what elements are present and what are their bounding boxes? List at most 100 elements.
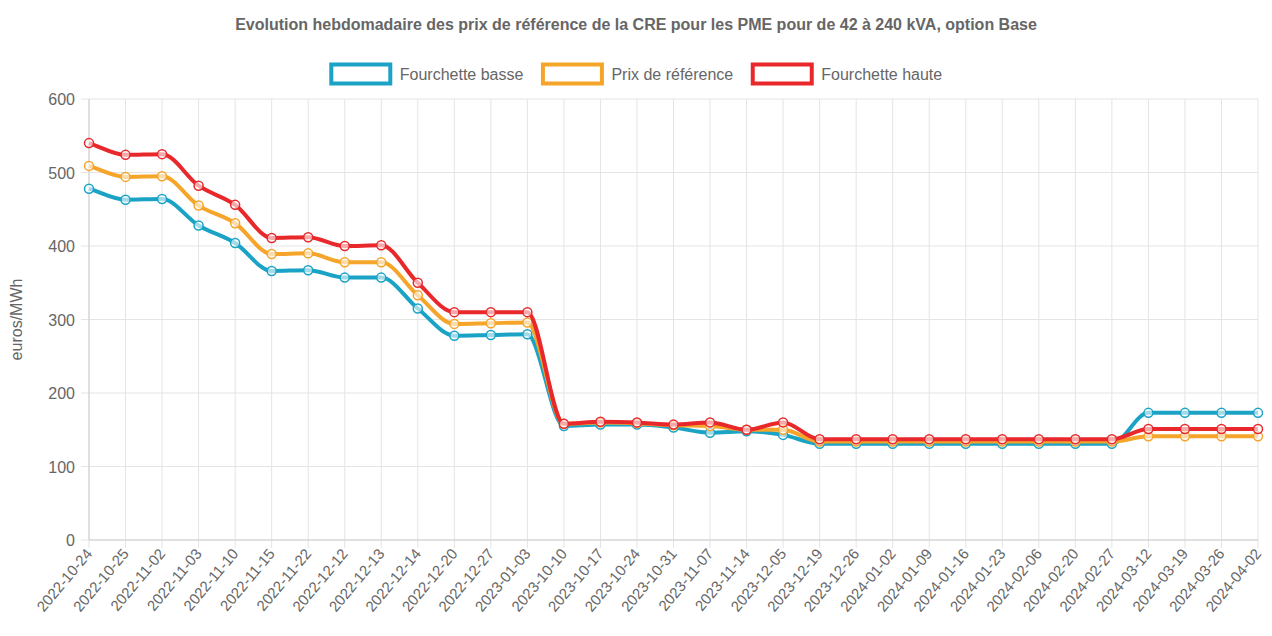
- legend: Fourchette bassePrix de référenceFourche…: [331, 65, 942, 84]
- grid-line-x: [162, 99, 163, 548]
- marker: [486, 308, 495, 317]
- marker: [1217, 408, 1226, 417]
- marker: [523, 330, 532, 339]
- marker: [158, 194, 167, 203]
- legend-swatch: [543, 65, 602, 84]
- legend-label: Prix de référence: [611, 66, 733, 83]
- marker: [998, 435, 1007, 444]
- marker: [413, 291, 422, 300]
- chart: Evolution hebdomadaire des prix de référ…: [0, 0, 1272, 636]
- y-tick-label: 200: [48, 385, 75, 402]
- grid-line-x: [381, 99, 382, 548]
- grid-line-x: [892, 99, 893, 548]
- marker: [1180, 425, 1189, 434]
- legend-swatch: [331, 65, 390, 84]
- marker: [1254, 408, 1263, 417]
- marker: [377, 258, 386, 267]
- grid-line-x: [600, 99, 601, 548]
- marker: [632, 419, 641, 428]
- grid-line-x: [563, 99, 564, 548]
- marker: [596, 417, 605, 426]
- marker: [304, 249, 313, 258]
- grid-line-x: [710, 99, 711, 548]
- marker: [267, 233, 276, 242]
- marker: [85, 139, 94, 148]
- y-tick-label: 600: [48, 91, 75, 108]
- line: [89, 166, 1258, 442]
- x-axis: [89, 540, 1258, 541]
- marker: [486, 330, 495, 339]
- marker: [852, 435, 861, 444]
- marker: [523, 308, 532, 317]
- grid-line: [81, 172, 1258, 173]
- marker: [194, 221, 203, 230]
- marker: [559, 419, 568, 428]
- marker: [85, 161, 94, 170]
- grid-line-x: [1221, 99, 1222, 548]
- marker: [231, 200, 240, 209]
- grid-line-x: [308, 99, 309, 548]
- grid-line-x: [783, 99, 784, 548]
- grid-line-x: [125, 99, 126, 548]
- marker: [632, 418, 641, 427]
- legend-swatch: [753, 65, 812, 84]
- grid-line: [81, 466, 1258, 467]
- grid-line-x: [1184, 99, 1185, 548]
- marker: [304, 233, 313, 242]
- grid-line-x: [1075, 99, 1076, 548]
- marker: [377, 241, 386, 250]
- legend-label: Fourchette basse: [400, 66, 524, 83]
- grid-line-x: [344, 99, 345, 548]
- title: Evolution hebdomadaire des prix de référ…: [235, 16, 1037, 33]
- grid-line-x: [1002, 99, 1003, 548]
- marker: [194, 201, 203, 210]
- grid-line: [81, 99, 1258, 100]
- marker: [450, 308, 459, 317]
- marker: [267, 266, 276, 275]
- grid-line-x: [271, 99, 272, 548]
- marker: [742, 425, 751, 434]
- grid-line-x: [746, 99, 747, 548]
- marker: [304, 266, 313, 275]
- y-tick-label: 500: [48, 165, 75, 182]
- marker: [158, 172, 167, 181]
- marker: [925, 435, 934, 444]
- marker: [377, 273, 386, 282]
- grid-line-x: [1038, 99, 1039, 548]
- grid-line: [81, 319, 1258, 320]
- marker: [194, 181, 203, 190]
- marker: [1107, 435, 1116, 444]
- marker: [1180, 408, 1189, 417]
- grid-line-x: [819, 99, 820, 548]
- marker: [121, 195, 130, 204]
- grid-line: [81, 540, 1258, 541]
- marker: [1034, 435, 1043, 444]
- marker: [1144, 408, 1153, 417]
- marker: [706, 418, 715, 427]
- grid-line-x: [1148, 99, 1149, 548]
- series: [85, 161, 1263, 446]
- marker: [413, 278, 422, 287]
- marker: [267, 250, 276, 259]
- grid-line-x: [636, 99, 637, 548]
- marker: [888, 435, 897, 444]
- marker: [231, 219, 240, 228]
- grid-line-x: [1258, 99, 1259, 548]
- y-tick-label: 0: [66, 532, 75, 549]
- line: [89, 143, 1258, 439]
- grid-line: [81, 393, 1258, 394]
- marker: [121, 150, 130, 159]
- marker: [85, 184, 94, 193]
- marker: [486, 319, 495, 328]
- plot-area: [85, 139, 1263, 449]
- marker: [231, 239, 240, 248]
- marker: [669, 420, 678, 429]
- y-tick-label: 400: [48, 238, 75, 255]
- marker: [815, 435, 824, 444]
- marker: [1217, 425, 1226, 434]
- line: [89, 189, 1258, 444]
- marker: [596, 418, 605, 427]
- grid-line-x: [856, 99, 857, 548]
- marker: [669, 421, 678, 430]
- grid-line-x: [235, 99, 236, 548]
